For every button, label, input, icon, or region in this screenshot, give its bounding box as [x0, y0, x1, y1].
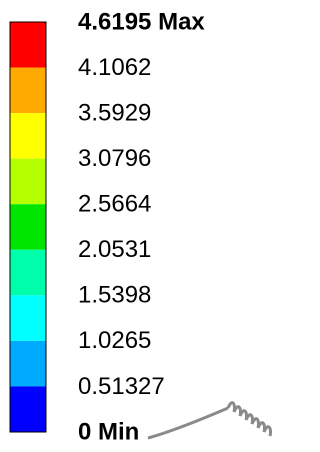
color-band: [10, 22, 46, 68]
color-band: [10, 204, 46, 250]
color-band: [10, 159, 46, 205]
legend-label: 3.5929: [78, 99, 151, 126]
legend-label: 4.6195 Max: [78, 8, 205, 35]
legend-label: 1.5398: [78, 282, 151, 309]
color-band: [10, 68, 46, 114]
color-band: [10, 341, 46, 387]
legend-label: 0 Min: [78, 418, 139, 445]
color-band: [10, 113, 46, 159]
wire: [148, 408, 228, 438]
color-band: [10, 386, 46, 432]
legend-label: 4.1062: [78, 54, 151, 81]
legend-label: 2.5664: [78, 191, 151, 218]
legend-label: 1.0265: [78, 327, 151, 354]
legend-label: 2.0531: [78, 236, 151, 263]
spring-icon: [148, 403, 271, 438]
legend-label: 3.0796: [78, 145, 151, 172]
color-band: [10, 295, 46, 341]
coil: [228, 403, 271, 436]
legend-label: 0.51327: [78, 373, 165, 400]
color-band: [10, 250, 46, 296]
legend: 4.6195 Max 4.1062 3.5929 3.0796 2.5664 2.0531…: [0, 0, 274, 452]
